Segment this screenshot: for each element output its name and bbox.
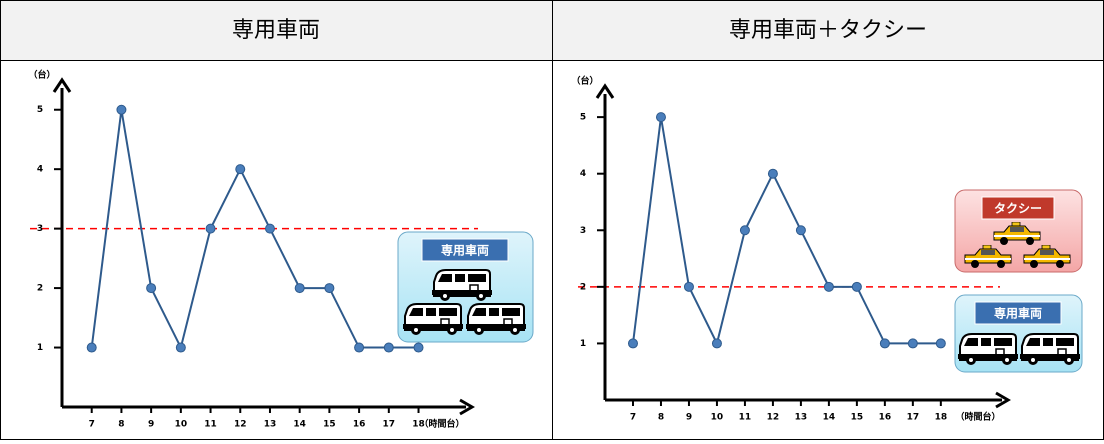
- data-point: [851, 281, 862, 292]
- x-tick-label: 16: [353, 420, 366, 430]
- annotation-label: 専用車両: [994, 306, 1042, 321]
- x-tick-label: 13: [264, 420, 277, 430]
- annotation-label: タクシー: [994, 202, 1042, 216]
- x-axis-label: （時間台）: [955, 411, 1000, 423]
- x-tick-label: 7: [630, 413, 636, 423]
- data-point: [175, 342, 186, 353]
- chart-title: 専用車両＋タクシー: [729, 18, 927, 43]
- data-point: [907, 338, 918, 349]
- x-axis-arrow: [995, 391, 1011, 409]
- x-tick-label: 16: [879, 413, 892, 423]
- x-axis-arrow: [459, 398, 475, 416]
- y-tick-label: 3: [37, 224, 43, 234]
- x-tick-label: 8: [658, 413, 664, 423]
- chart-title: 専用車両: [232, 18, 320, 43]
- y-tick-label: 3: [580, 226, 586, 236]
- data-point: [354, 342, 365, 353]
- x-tick-label: 9: [148, 420, 154, 430]
- x-tick-label: 14: [293, 420, 306, 430]
- data-point: [324, 283, 335, 294]
- x-tick-label: 7: [89, 420, 95, 430]
- data-point: [655, 112, 666, 123]
- y-tick-label: 5: [580, 113, 586, 123]
- x-tick-label: 18: [935, 413, 948, 423]
- van-box: 専用車両: [397, 231, 534, 343]
- y-tick-label: 1: [580, 339, 586, 349]
- data-point: [294, 283, 305, 294]
- x-tick-label: 10: [711, 413, 724, 423]
- x-tick-label: 13: [795, 413, 808, 423]
- data-point: [116, 104, 127, 115]
- x-tick-label: 12: [767, 413, 780, 423]
- data-point: [935, 338, 946, 349]
- data-point: [383, 342, 394, 353]
- y-tick-label: 4: [580, 169, 586, 179]
- y-tick-label: 4: [37, 165, 43, 175]
- data-point: [739, 225, 750, 236]
- data-point: [879, 338, 890, 349]
- x-tick-label: 10: [175, 420, 188, 430]
- data-point: [264, 223, 275, 234]
- y-tick-label: 1: [37, 343, 43, 353]
- annotation-label: 専用車両: [441, 243, 489, 258]
- y-tick-label: 5: [37, 105, 43, 115]
- van-box: 専用車両: [954, 294, 1083, 373]
- x-tick-label: 18: [412, 420, 425, 430]
- y-axis-arrow: [52, 77, 72, 93]
- taxi-box: タクシー: [954, 189, 1083, 273]
- x-tick-label: 8: [118, 420, 124, 430]
- y-tick-label: 2: [580, 282, 586, 292]
- data-point: [683, 281, 694, 292]
- data-point: [235, 164, 246, 175]
- data-point: [413, 342, 424, 353]
- x-tick-label: 9: [686, 413, 692, 423]
- y-axis-label: （台）: [571, 75, 598, 87]
- x-tick-label: 14: [823, 413, 836, 423]
- x-tick-label: 12: [234, 420, 247, 430]
- x-axis-label: （時間台）: [419, 418, 464, 430]
- data-point: [823, 281, 834, 292]
- data-point: [146, 283, 157, 294]
- data-point: [86, 342, 97, 353]
- data-point: [767, 168, 778, 179]
- y-axis-label: （台）: [28, 69, 55, 81]
- data-point: [711, 338, 722, 349]
- y-tick-label: 2: [37, 284, 43, 294]
- y-axis-arrow: [595, 83, 615, 99]
- data-point: [795, 225, 806, 236]
- x-tick-label: 17: [907, 413, 920, 423]
- x-tick-label: 15: [851, 413, 864, 423]
- x-tick-label: 15: [323, 420, 336, 430]
- data-point: [205, 223, 216, 234]
- x-tick-label: 11: [204, 420, 217, 430]
- x-tick-label: 11: [739, 413, 752, 423]
- data-point: [627, 338, 638, 349]
- x-tick-label: 17: [383, 420, 396, 430]
- data-line: [631, 116, 941, 347]
